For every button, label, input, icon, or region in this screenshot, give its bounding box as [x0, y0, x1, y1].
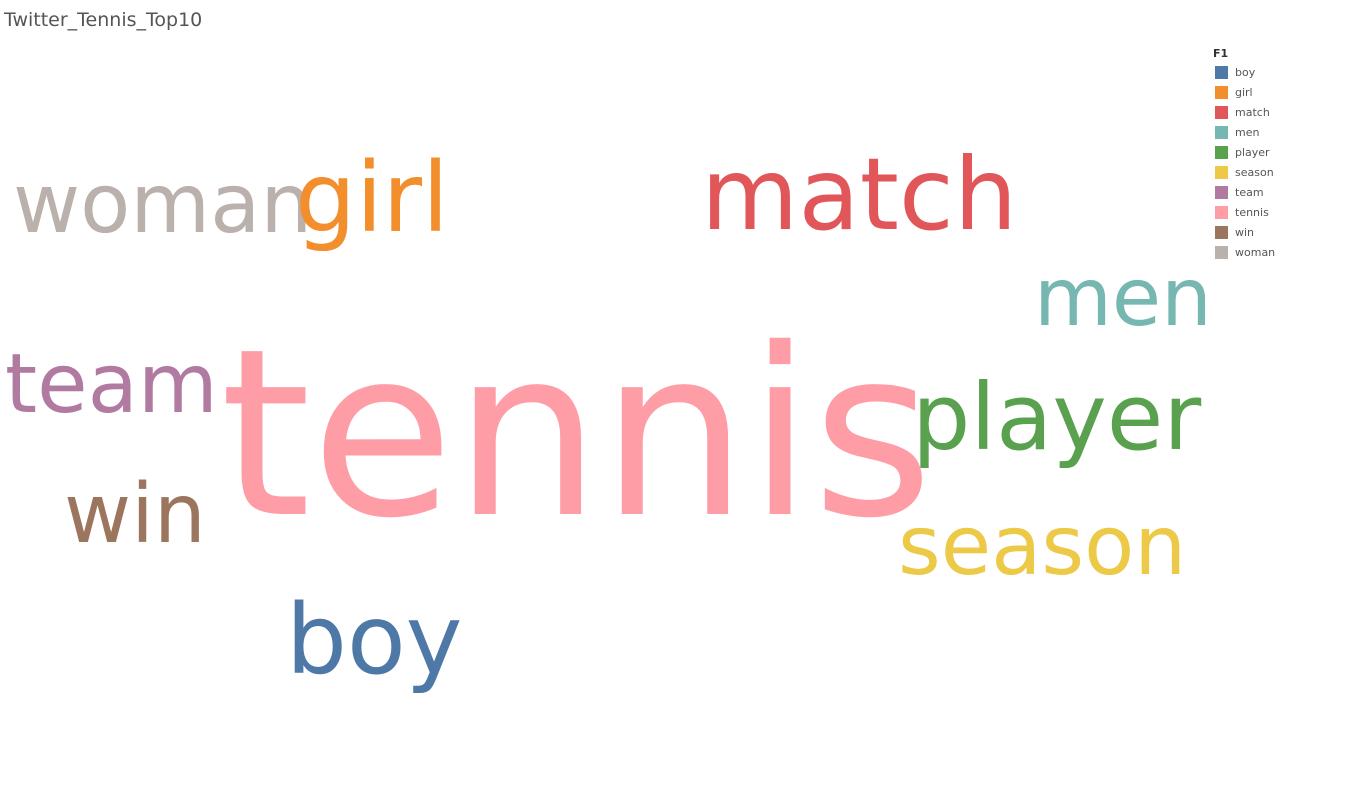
legend-item-boy[interactable]: boy — [1213, 62, 1275, 82]
legend-item-woman[interactable]: woman — [1213, 242, 1275, 262]
legend-label: men — [1235, 125, 1260, 139]
legend-swatch — [1215, 105, 1228, 119]
word-boy: boy — [286, 584, 463, 696]
legend-item-tennis[interactable]: tennis — [1213, 202, 1275, 222]
legend-swatch — [1215, 185, 1228, 199]
legend-item-match[interactable]: match — [1213, 102, 1275, 122]
legend-swatch — [1215, 225, 1228, 239]
legend-label: woman — [1235, 245, 1276, 259]
word-tennis: tennis — [220, 299, 934, 569]
word-woman: woman — [13, 157, 313, 252]
legend-item-team[interactable]: team — [1213, 182, 1275, 202]
legend-swatch — [1215, 145, 1228, 159]
legend-title: F1 — [1213, 47, 1229, 60]
legend-label: match — [1235, 105, 1270, 119]
legend-item-men[interactable]: men — [1213, 122, 1275, 142]
legend-label: team — [1235, 185, 1264, 199]
legend-label: player — [1235, 145, 1270, 159]
word-win: win — [64, 467, 206, 562]
word-team: team — [5, 337, 218, 432]
legend-swatch — [1215, 165, 1228, 179]
legend-label: boy — [1235, 65, 1256, 79]
legend-swatch — [1215, 245, 1228, 259]
word-season: season — [898, 499, 1187, 594]
chart-title: Twitter_Tennis_Top10 — [4, 9, 203, 31]
legend-item-girl[interactable]: girl — [1213, 82, 1275, 102]
word-girl: girl — [295, 142, 449, 254]
legend-item-player[interactable]: player — [1213, 142, 1275, 162]
legend-swatch — [1215, 125, 1228, 139]
legend-label: season — [1235, 165, 1274, 179]
legend-label: girl — [1235, 85, 1253, 99]
legend: F1 boy girl match men player season team tennis… — [1213, 47, 1275, 262]
legend-label: win — [1235, 225, 1255, 239]
legend-items: boy girl match men player season team tennis win… — [1213, 62, 1275, 262]
word-player: player — [912, 364, 1202, 471]
legend-swatch — [1215, 65, 1228, 79]
legend-item-win[interactable]: win — [1213, 222, 1275, 242]
legend-item-season[interactable]: season — [1213, 162, 1275, 182]
word-match: match — [701, 136, 1018, 253]
word-men: men — [1034, 251, 1212, 344]
legend-label: tennis — [1235, 205, 1269, 219]
legend-swatch — [1215, 205, 1228, 219]
legend-swatch — [1215, 85, 1228, 99]
